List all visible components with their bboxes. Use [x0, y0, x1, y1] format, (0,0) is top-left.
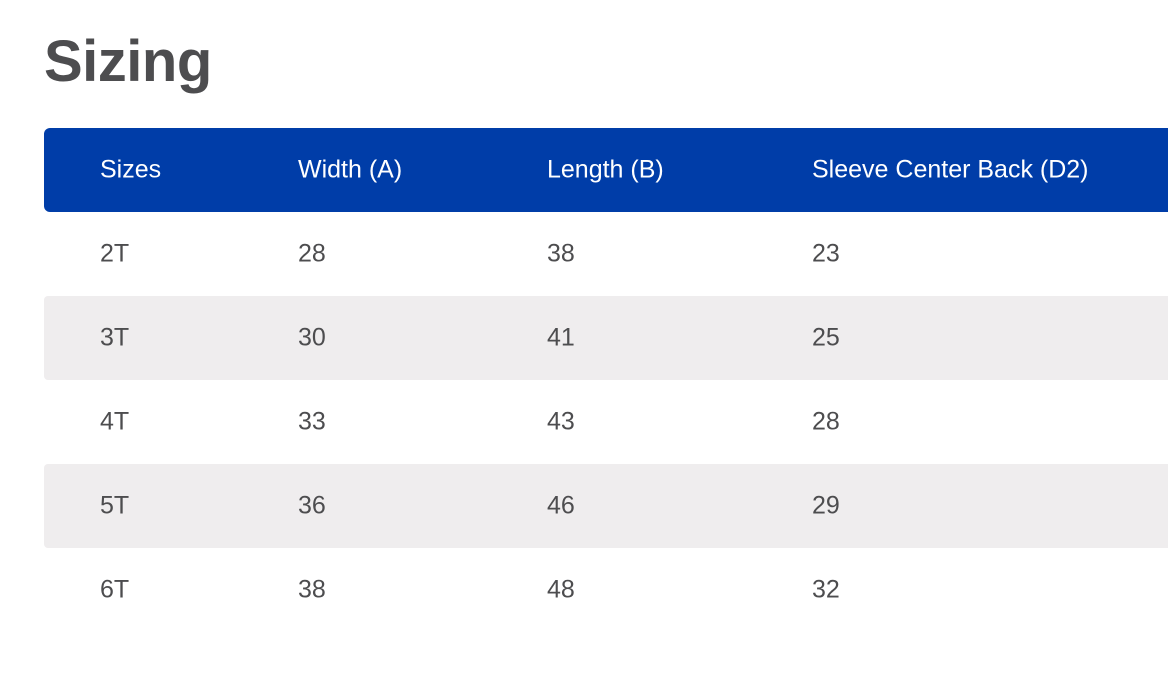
header-sleeve-center-back: Sleeve Center Back (D2): [812, 155, 1089, 184]
cell-sleeve: 28: [812, 407, 840, 436]
cell-width: 36: [298, 491, 326, 520]
cell-width: 38: [298, 575, 326, 604]
table-row: 4T 33 43 28: [44, 380, 1168, 464]
header-length: Length (B): [547, 155, 664, 184]
cell-width: 33: [298, 407, 326, 436]
sizing-table: Sizes Width (A) Length (B) Sleeve Center…: [44, 128, 1168, 632]
cell-size: 5T: [100, 491, 130, 520]
table-row: 6T 38 48 32: [44, 548, 1168, 632]
cell-width: 28: [298, 239, 326, 268]
table-row: 3T 30 41 25: [44, 296, 1168, 380]
cell-sleeve: 29: [812, 491, 840, 520]
table-header-row: Sizes Width (A) Length (B) Sleeve Center…: [44, 128, 1168, 212]
cell-size: 3T: [100, 323, 130, 352]
cell-length: 38: [547, 239, 575, 268]
header-width: Width (A): [298, 155, 403, 184]
cell-size: 4T: [100, 407, 130, 436]
page-title: Sizing: [44, 29, 212, 94]
table-row: 5T 36 46 29: [44, 464, 1168, 548]
cell-sleeve: 25: [812, 323, 840, 352]
cell-size: 2T: [100, 239, 130, 268]
cell-sleeve: 23: [812, 239, 840, 268]
cell-size: 6T: [100, 575, 130, 604]
cell-width: 30: [298, 323, 326, 352]
cell-length: 46: [547, 491, 575, 520]
table-row: 2T 28 38 23: [44, 212, 1168, 296]
cell-sleeve: 32: [812, 575, 840, 604]
header-sizes: Sizes: [100, 155, 162, 184]
cell-length: 41: [547, 323, 575, 352]
cell-length: 48: [547, 575, 575, 604]
cell-length: 43: [547, 407, 575, 436]
